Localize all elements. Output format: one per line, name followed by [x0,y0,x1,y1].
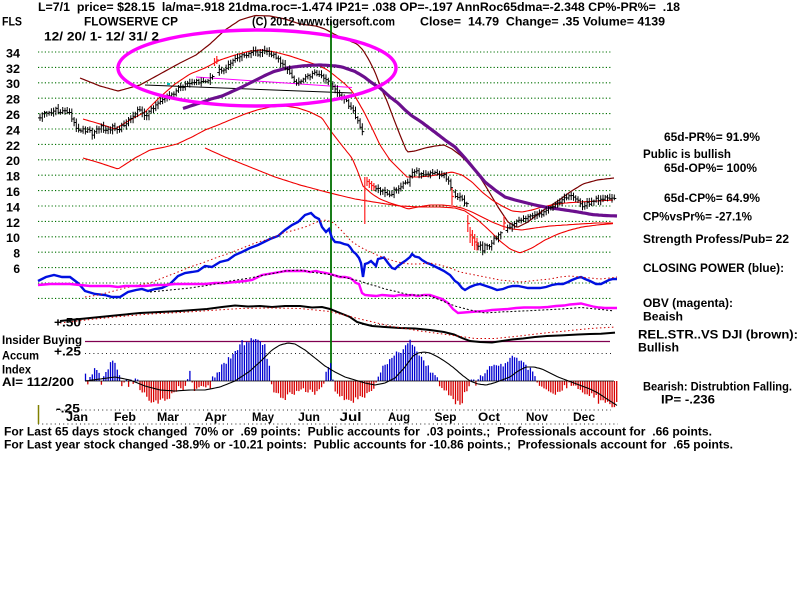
svg-text:For Last year stock changed -3: For Last year stock changed -38.9% or -1… [4,440,733,452]
svg-text:Sep: Sep [435,412,457,424]
svg-text:Nov: Nov [526,412,549,424]
svg-text:20: 20 [6,154,20,168]
svg-text:24: 24 [6,123,20,137]
svg-text:22: 22 [6,139,20,153]
svg-text:May: May [252,412,275,424]
svg-text:REL.STR..VS DJI (brown):: REL.STR..VS DJI (brown): [638,330,798,342]
svg-text:28: 28 [6,93,20,107]
svg-text:14: 14 [6,200,20,214]
svg-text:34: 34 [6,46,20,60]
svg-text:FLOWSERVE CP: FLOWSERVE CP [84,17,178,29]
svg-text:FLS: FLS [2,17,22,29]
svg-text:12/ 20/ 1- 12/ 31/ 2: 12/ 20/ 1- 12/ 31/ 2 [44,32,159,44]
svg-text:32: 32 [6,62,20,76]
svg-text:Apr: Apr [205,412,228,424]
svg-text:12: 12 [6,216,20,230]
svg-text:16: 16 [6,185,20,199]
svg-text:Beaish: Beaish [643,312,683,324]
svg-text:Strength Profess/Pub= 22: Strength Profess/Pub= 22 [643,234,789,246]
svg-text:(C) 2012 www.tigersoft.com: (C) 2012 www.tigersoft.com [252,17,395,29]
svg-text:Aug: Aug [388,412,410,424]
svg-text:65d-PR%= 91.9%: 65d-PR%= 91.9% [664,132,760,144]
svg-text:CLOSING POWER (blue):: CLOSING POWER (blue): [643,263,784,275]
svg-text:Close= 14.79 Change= .35 Vol: Close= 14.79 Change= .35 Volume= 4139 [420,17,665,29]
svg-text:8: 8 [13,247,20,261]
svg-text:Jan: Jan [66,412,88,424]
svg-text:18: 18 [6,170,20,184]
svg-text:Accum: Accum [2,351,39,363]
svg-text:For Last 65 days stock changed: For Last 65 days stock changed 70% or .6… [4,427,712,439]
svg-text:L=7/1 price= $28.15 la/ma=.9: L=7/1 price= $28.15 la/ma=.918 21dma.roc… [38,2,681,14]
svg-text:IP= -.236: IP= -.236 [661,395,715,407]
svg-text:65d-OP%= 100%: 65d-OP%= 100% [664,163,757,175]
svg-text:AI= 112/200: AI= 112/200 [2,377,74,389]
svg-text:Dec: Dec [573,412,596,424]
svg-text:Bullish: Bullish [638,343,679,355]
svg-text:65d-CP%= 64.9%: 65d-CP%= 64.9% [664,193,760,205]
svg-text:6: 6 [13,262,20,276]
svg-text:Jul: Jul [340,412,362,424]
svg-text:Index: Index [2,365,32,377]
svg-text:+.25: +.25 [54,347,82,359]
svg-text:Oct: Oct [478,412,500,424]
svg-text:-.25: -.25 [56,404,81,416]
svg-text:30: 30 [6,77,20,91]
svg-text:Public is bullish: Public is bullish [643,149,731,161]
svg-text:Insider Buying: Insider Buying [2,335,82,347]
svg-text:Mar: Mar [157,412,180,424]
svg-text:26: 26 [6,108,20,122]
svg-text:Feb: Feb [114,412,136,424]
svg-text:CP%vsPr%= -27.1%: CP%vsPr%= -27.1% [643,212,752,224]
svg-text:Bearish: Distrubtion Falling.: Bearish: Distrubtion Falling. [643,382,792,394]
svg-text:Jun: Jun [298,412,320,424]
svg-text:10: 10 [6,231,20,245]
svg-text:OBV (magenta):: OBV (magenta): [643,298,733,310]
svg-text:+.50: +.50 [54,318,81,330]
